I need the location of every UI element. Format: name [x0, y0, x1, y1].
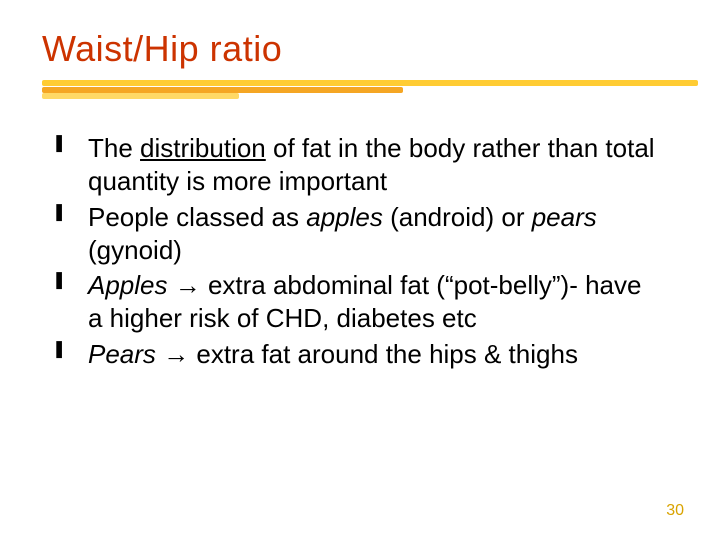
- slide-title: Waist/Hip ratio: [42, 28, 282, 70]
- bullet-text: The distribution of fat in the body rath…: [88, 132, 660, 199]
- bullet-text: Pears → extra fat around the hips & thig…: [88, 338, 660, 371]
- list-item: ❚People classed as apples (android) or p…: [52, 201, 660, 268]
- bullet-icon: ❚: [52, 132, 88, 153]
- underline-bar-1: [42, 80, 698, 86]
- underline-bar-2: [42, 87, 403, 93]
- list-item: ❚The distribution of fat in the body rat…: [52, 132, 660, 199]
- slide: Waist/Hip ratio ❚The distribution of fat…: [0, 0, 720, 540]
- list-item: ❚Apples → extra abdominal fat (“pot-bell…: [52, 269, 660, 336]
- bullet-icon: ❚: [52, 338, 88, 359]
- title-underline: [42, 80, 698, 98]
- underline-bar-3: [42, 93, 239, 99]
- bullet-list: ❚The distribution of fat in the body rat…: [52, 132, 660, 373]
- page-number: 30: [666, 502, 684, 520]
- bullet-text: Apples → extra abdominal fat (“pot-belly…: [88, 269, 660, 336]
- list-item: ❚Pears → extra fat around the hips & thi…: [52, 338, 660, 371]
- bullet-icon: ❚: [52, 201, 88, 222]
- bullet-text: People classed as apples (android) or pe…: [88, 201, 660, 268]
- bullet-icon: ❚: [52, 269, 88, 290]
